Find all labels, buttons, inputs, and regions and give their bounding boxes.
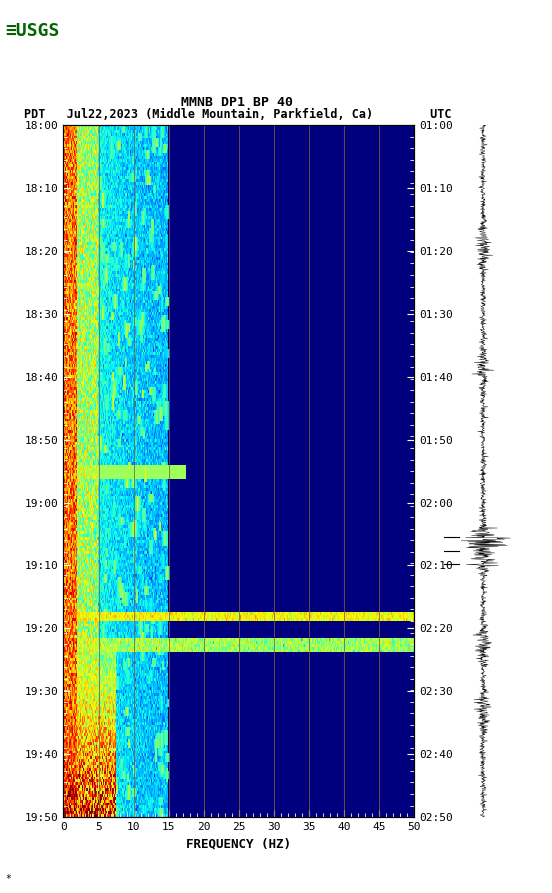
Text: ≡USGS: ≡USGS — [6, 22, 60, 40]
X-axis label: FREQUENCY (HZ): FREQUENCY (HZ) — [186, 838, 291, 850]
Text: *: * — [6, 874, 12, 884]
Text: MMNB DP1 BP 40: MMNB DP1 BP 40 — [182, 96, 293, 109]
Text: PDT   Jul22,2023 (Middle Mountain, Parkfield, Ca)        UTC: PDT Jul22,2023 (Middle Mountain, Parkfie… — [24, 107, 451, 121]
